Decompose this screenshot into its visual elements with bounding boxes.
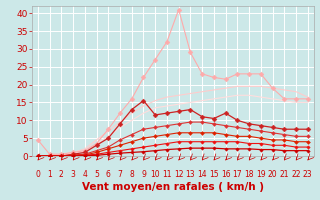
X-axis label: Vent moyen/en rafales ( km/h ): Vent moyen/en rafales ( km/h ) — [82, 182, 264, 192]
